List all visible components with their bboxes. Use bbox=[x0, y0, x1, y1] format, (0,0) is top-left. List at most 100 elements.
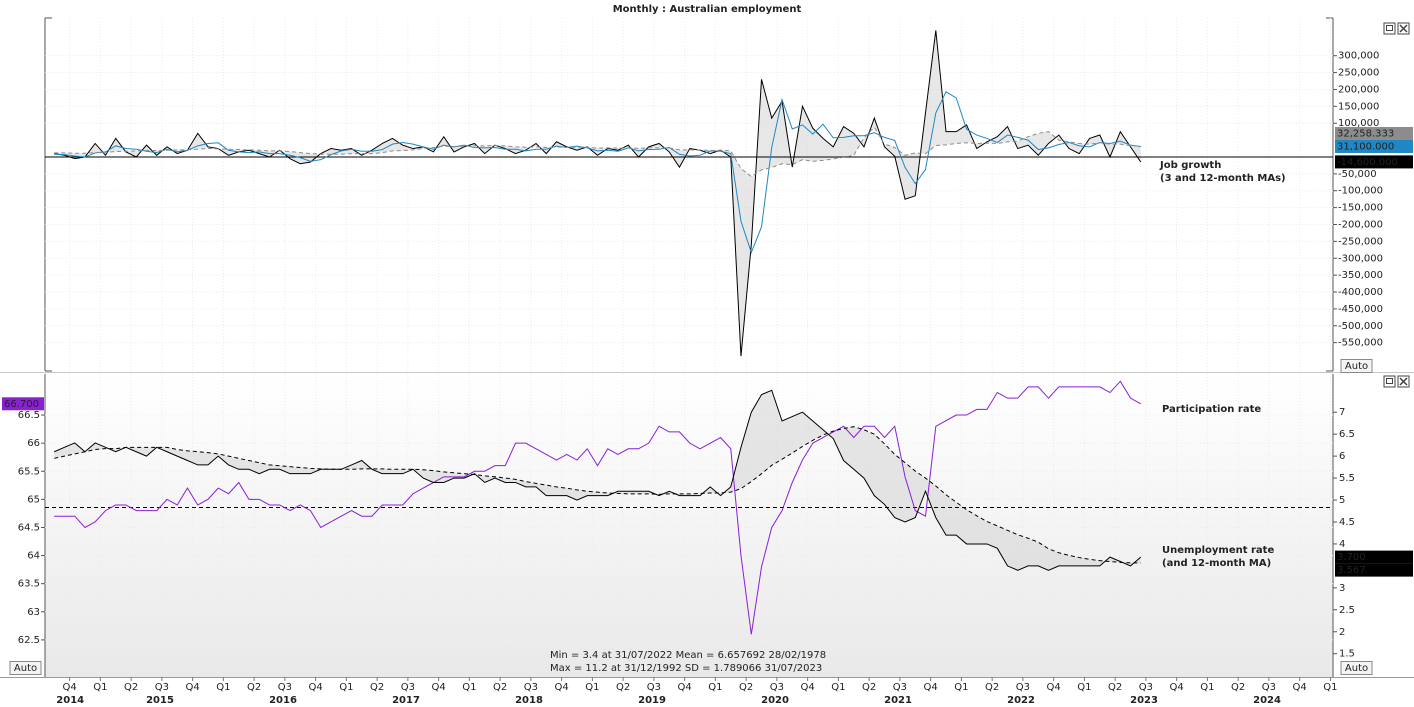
end-value-label: 3.567 bbox=[1337, 565, 1366, 576]
x-year-label: 2014 bbox=[56, 695, 84, 706]
y-tick-label: -450,000 bbox=[1338, 304, 1383, 315]
end-value-badge bbox=[1335, 126, 1413, 140]
y2-tick-label: 2 bbox=[1339, 627, 1345, 638]
x-tick-label: Q3 bbox=[1016, 682, 1030, 693]
x-year-label: 2023 bbox=[1130, 695, 1158, 706]
x-tick-label: Q3 bbox=[770, 682, 784, 693]
end-value-badge bbox=[1335, 155, 1413, 169]
x-year-label: 2018 bbox=[515, 695, 543, 706]
scale-button-label[interactable]: Auto bbox=[14, 663, 37, 674]
top-plot-area bbox=[45, 18, 1333, 371]
end-value-label: 31,100.000 bbox=[1337, 141, 1394, 152]
y2-tick-label: 7 bbox=[1339, 407, 1345, 418]
y2-tick-label: 2.5 bbox=[1339, 605, 1355, 616]
end-value-label: 32,258.333 bbox=[1337, 128, 1394, 139]
window-buttons-bottom[interactable] bbox=[1383, 375, 1410, 388]
close-icon bbox=[1399, 24, 1408, 33]
x-tick-label: Q3 bbox=[401, 682, 415, 693]
series-line bbox=[54, 426, 1141, 564]
y-tick-label: 65 bbox=[27, 494, 40, 505]
y-tick-label: -50,000 bbox=[1338, 169, 1377, 180]
x-tick-label: Q4 bbox=[801, 682, 815, 693]
x-tick-label: Q2 bbox=[739, 682, 753, 693]
y-tick-label: 66 bbox=[27, 438, 40, 449]
scale-button-label[interactable]: Auto bbox=[1345, 663, 1368, 674]
x-tick-label: Q4 bbox=[924, 682, 938, 693]
window-buttons-top[interactable] bbox=[1383, 22, 1410, 35]
x-tick-label: Q4 bbox=[185, 682, 199, 693]
y-tick-label: 100,000 bbox=[1338, 118, 1379, 129]
end-value-badge bbox=[1335, 563, 1413, 577]
restore-icon bbox=[1386, 25, 1393, 31]
x-tick-label: Q1 bbox=[1200, 682, 1214, 693]
end-value-label: 3.700 bbox=[1337, 552, 1366, 563]
x-tick-label: Q3 bbox=[1139, 682, 1153, 693]
x-tick-label: Q2 bbox=[370, 682, 384, 693]
x-year-label: 2016 bbox=[269, 695, 297, 706]
y-tick-label: 250,000 bbox=[1338, 68, 1379, 79]
top-plot-frame bbox=[44, 17, 1334, 372]
y2-tick-label: 1.5 bbox=[1339, 649, 1355, 660]
restore-button[interactable] bbox=[1383, 22, 1396, 35]
y2-tick-label: 5 bbox=[1339, 495, 1345, 506]
scale-button[interactable] bbox=[1340, 359, 1373, 373]
stats-line: Max = 11.2 at 31/12/1992 SD = 1.789066 3… bbox=[550, 663, 822, 674]
x-tick-label: Q2 bbox=[1108, 682, 1122, 693]
x-tick-label: Q2 bbox=[1231, 682, 1245, 693]
end-value-badge bbox=[1335, 550, 1413, 564]
x-tick-label: Q4 bbox=[62, 682, 76, 693]
y2-tick-label: 4 bbox=[1339, 539, 1345, 550]
x-tick-label: Q1 bbox=[216, 682, 230, 693]
x-tick-label: Q4 bbox=[308, 682, 322, 693]
x-tick-label: Q3 bbox=[893, 682, 907, 693]
x-tick-label: Q1 bbox=[954, 682, 968, 693]
x-tick-label: Q1 bbox=[585, 682, 599, 693]
y-tick-label: -400,000 bbox=[1338, 287, 1383, 298]
x-year-label: 2017 bbox=[392, 695, 420, 706]
x-tick-label: Q4 bbox=[1047, 682, 1061, 693]
end-value-badge bbox=[2, 397, 44, 411]
x-tick-label: Q1 bbox=[708, 682, 722, 693]
x-tick-label: Q1 bbox=[1323, 682, 1337, 693]
annotation: Unemployment rate bbox=[1162, 545, 1274, 556]
x-year-label: 2021 bbox=[884, 695, 912, 706]
end-value-label: -14,600.000 bbox=[1337, 157, 1398, 168]
x-tick-label: Q2 bbox=[493, 682, 507, 693]
y-tick-label: 200,000 bbox=[1338, 84, 1379, 95]
series-label: Participation rate bbox=[1162, 404, 1261, 415]
series-line bbox=[54, 91, 1141, 254]
y-tick-label: -550,000 bbox=[1338, 338, 1383, 349]
end-value-badge bbox=[1335, 139, 1413, 153]
x-tick-label: Q3 bbox=[278, 682, 292, 693]
x-tick-label: Q4 bbox=[1170, 682, 1184, 693]
series-line bbox=[54, 389, 1142, 571]
annotation: (and 12-month MA) bbox=[1162, 558, 1271, 569]
scale-button[interactable] bbox=[9, 661, 42, 675]
x-tick-label: Q2 bbox=[247, 682, 261, 693]
y-tick-label: -100,000 bbox=[1338, 186, 1383, 197]
x-year-label: 2022 bbox=[1007, 695, 1035, 706]
end-value-label: 66.700 bbox=[4, 399, 39, 410]
x-year-label: 2020 bbox=[761, 695, 789, 706]
y2-tick-label: 3 bbox=[1339, 583, 1345, 594]
y-tick-label: -150,000 bbox=[1338, 203, 1383, 214]
y-tick-label: -300,000 bbox=[1338, 253, 1383, 264]
x-year-label: 2015 bbox=[146, 695, 174, 706]
x-tick-label: Q2 bbox=[124, 682, 138, 693]
restore-button[interactable] bbox=[1383, 375, 1396, 388]
stats-line: Min = 3.4 at 31/07/2022 Mean = 6.657692 … bbox=[550, 650, 826, 661]
y-tick-label: 66.5 bbox=[18, 410, 40, 421]
y-tick-label: -350,000 bbox=[1338, 270, 1383, 281]
scale-button-label[interactable]: Auto bbox=[1345, 361, 1368, 372]
annotation: Job growth bbox=[1159, 160, 1221, 171]
scale-button[interactable] bbox=[1340, 661, 1373, 675]
y2-tick-label: 6.5 bbox=[1339, 429, 1355, 440]
x-tick-label: Q1 bbox=[1077, 682, 1091, 693]
annotation: (3 and 12-month MAs) bbox=[1160, 173, 1286, 184]
x-tick-label: Q2 bbox=[862, 682, 876, 693]
x-tick-label: Q2 bbox=[616, 682, 630, 693]
y-tick-label: 63.5 bbox=[18, 579, 40, 590]
y-tick-label: 62.5 bbox=[18, 635, 40, 646]
y-tick-label: 64 bbox=[27, 551, 40, 562]
